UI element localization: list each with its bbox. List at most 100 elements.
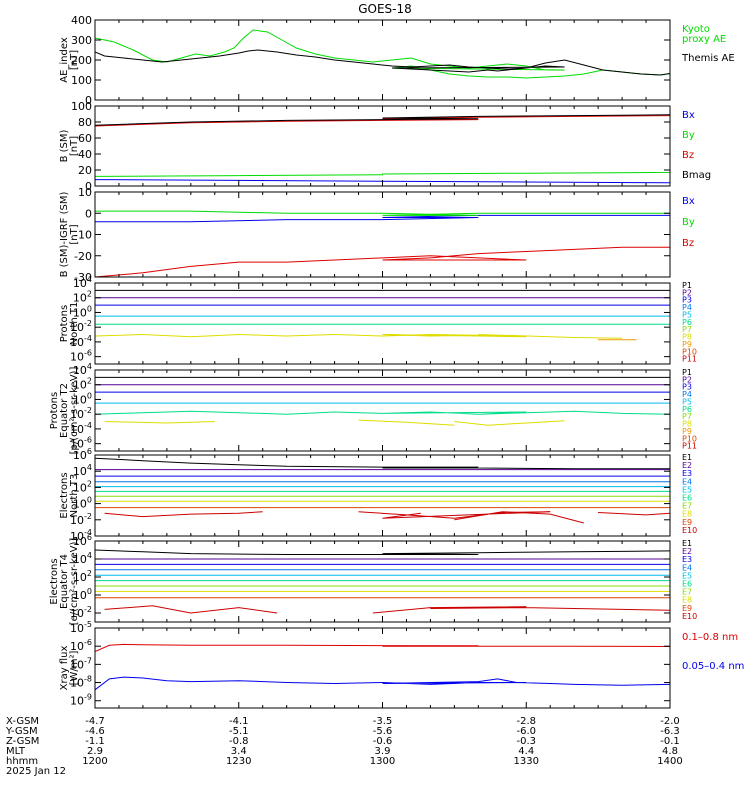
legend-entry: E5 (682, 485, 692, 494)
series-line-10 (358, 511, 551, 519)
y-tick-label: 104 (73, 551, 92, 566)
legend-entry: Kyoto (682, 24, 710, 35)
series-line-4 (95, 410, 670, 415)
series-line-6 (358, 419, 455, 426)
y-tick-label: 100 (73, 304, 92, 319)
series-line-1 (95, 49, 670, 76)
legend-entry: Bmag (682, 170, 711, 181)
xaxis-row-value: -6.0 (516, 726, 536, 737)
legend-entry: By (682, 217, 695, 228)
y-tick-label: 102 (73, 569, 92, 584)
y-tick-label: 10-6 (70, 349, 92, 364)
series-line-5 (95, 333, 527, 338)
legend-entry: E7 (682, 588, 692, 597)
y-tick-label: 300 (71, 34, 92, 47)
legend-entry: E5 (682, 571, 692, 580)
panel-b: 100 80 60 40 20 0 B (SM) [nT] Bx By Bz Bmag (59, 100, 711, 193)
legend-entry: P3 (682, 383, 692, 392)
legend-entry: By (682, 130, 695, 141)
xaxis-row-value: -0.3 (516, 736, 536, 747)
xaxis-row-value: 3.9 (375, 746, 391, 757)
xaxis-row-value: -6.3 (660, 726, 680, 737)
legend-entry: E6 (682, 494, 692, 503)
y-axis-title-line: [nT] (69, 50, 80, 70)
series-line-9 (104, 605, 278, 614)
legend-entry: E8 (682, 596, 692, 605)
series-line-0 (95, 457, 670, 471)
legend-entry: P2 (682, 375, 692, 384)
xaxis-row-label: hhmm (6, 756, 38, 767)
y-tick-label: 10-2 (70, 512, 92, 527)
panel-frame (94, 282, 671, 365)
legend-entry: P1 (682, 368, 692, 377)
legend-entry: P6 (682, 318, 692, 327)
y-axis-title-line: North T1 (69, 302, 80, 346)
xaxis-row-value: 1400 (657, 756, 682, 767)
legend-entry: Bz (682, 238, 694, 249)
y-axis-title-line: Electrons (59, 472, 70, 518)
xaxis-row-value: -3.5 (373, 716, 393, 727)
y-tick-label: 40 (78, 148, 92, 161)
legend-entry: E2 (682, 547, 692, 556)
legend-entry: Bx (682, 196, 695, 207)
y-tick-label: 200 (71, 54, 92, 67)
y-axis-title-line: North T3 (69, 474, 80, 518)
y-axis-title-line: [W/m²] (69, 650, 80, 685)
y-tick-label: -30 (74, 271, 92, 284)
legend-entry: P5 (682, 397, 692, 406)
xaxis-row-value: -4.1 (229, 716, 249, 727)
xaxis-row-value: 1300 (370, 756, 395, 767)
y-tick-label: 10 (78, 186, 92, 199)
y-axis-title-line: B (SM)-IGRF (SM) (59, 192, 70, 278)
y-tick-label: 10-7 (70, 656, 92, 671)
xaxis-row-value: -4.7 (85, 716, 105, 727)
xaxis-row-value: 1230 (226, 756, 251, 767)
legend-entry: E4 (682, 477, 692, 486)
y-tick-label: 104 (73, 463, 92, 478)
y-axis-title-line: Equator T2 (59, 383, 70, 438)
y-axis-title-line: [nT] (69, 136, 80, 156)
plot-title: GOES-18 (358, 2, 412, 16)
xaxis-row-value: -0.1 (660, 736, 680, 747)
y-tick-label: 0 (85, 94, 92, 107)
xaxis-date: 2025 Jan 12 (6, 766, 66, 777)
series-line-10 (372, 606, 670, 614)
y-axis-title-line: B (SM) (59, 129, 70, 162)
legend-entry: P7 (682, 412, 692, 421)
y-axis-title-line: [p/(cm²-s-sr-keV)] (69, 367, 80, 455)
series-group (95, 210, 670, 277)
y-tick-label: 400 (71, 14, 92, 27)
series-group (95, 29, 670, 79)
y-tick-label: 102 (73, 377, 92, 392)
legend-entry: P5 (682, 310, 692, 319)
legend-entry: P10 (682, 434, 697, 443)
panel-electrons_t4: 106 104 102 100 10-2 Electrons Equator T4 [e/(c… (49, 533, 697, 626)
legend-entry: E9 (682, 604, 692, 613)
y-tick-label: 100 (73, 391, 92, 406)
y-tick-label: 10-6 (70, 436, 92, 451)
series-line-0 (95, 213, 670, 223)
y-axis-title-line: [e/(cm²-s-sr-keV)] (69, 538, 80, 626)
xaxis-row-value: 1200 (82, 756, 107, 767)
legend-entry: E3 (682, 469, 692, 478)
legend-entry: Themis AE (681, 53, 735, 64)
legend-entry: E3 (682, 555, 692, 564)
y-tick-label: 100 (73, 587, 92, 602)
legend-entry: P10 (682, 347, 697, 356)
legend-entry: P1 (682, 281, 692, 290)
series-line-7 (454, 420, 565, 426)
xaxis-row-value: 2.9 (87, 746, 103, 757)
series-line-2 (95, 238, 670, 277)
series-line-1 (95, 171, 670, 177)
legend-entry: E10 (682, 612, 697, 621)
y-tick-label: 106 (73, 447, 92, 462)
legend-entry: Bz (682, 150, 694, 161)
legend-entry: P8 (682, 333, 692, 342)
xaxis-row-value: -1.1 (85, 736, 105, 747)
xaxis-row-value: -4.6 (85, 726, 105, 737)
series-group (95, 457, 670, 524)
xaxis-row-label: Y-GSM (5, 726, 38, 737)
